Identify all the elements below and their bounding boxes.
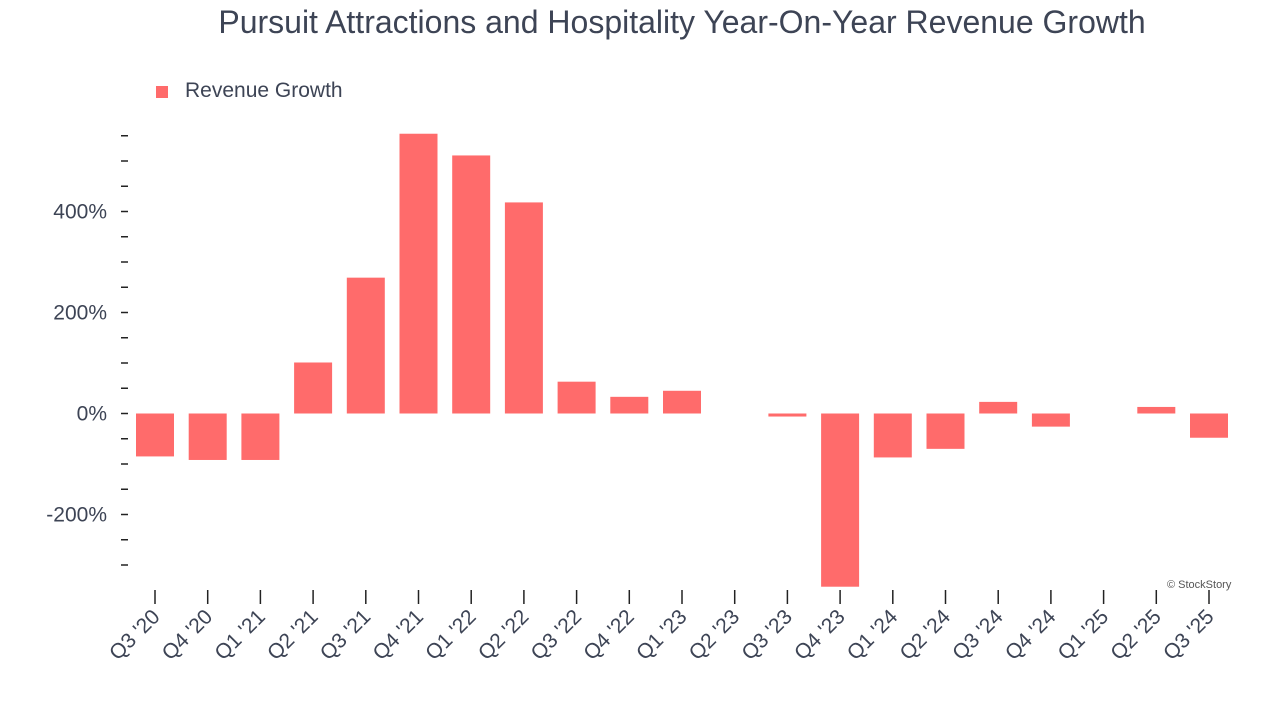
chart-title: Pursuit Attractions and Hospitality Year… [218, 4, 1146, 40]
bar [346, 277, 385, 414]
bar [979, 401, 1018, 414]
bar [1137, 406, 1176, 414]
watermark: © StockStory [1167, 579, 1232, 591]
x-tick-label: Q3 '20 [105, 605, 165, 665]
x-tick-label: Q3 '24 [948, 605, 1008, 665]
bar [557, 381, 596, 414]
y-tick-label: 0% [77, 403, 107, 426]
bar [768, 413, 807, 417]
x-tick-label: Q4 '22 [579, 605, 639, 665]
x-tick-label: Q3 '21 [316, 605, 376, 665]
bar [241, 413, 280, 460]
bar [1190, 413, 1228, 438]
y-tick-label: 400% [53, 201, 107, 224]
x-tick-label: Q3 '23 [737, 605, 797, 665]
x-tick-label: Q4 '23 [790, 605, 850, 665]
x-tick-label: Q2 '21 [263, 605, 323, 665]
x-tick-label: Q3 '22 [527, 605, 587, 665]
bar [610, 396, 649, 414]
x-tick-label: Q2 '24 [895, 605, 955, 665]
x-tick-label: Q4 '20 [158, 605, 218, 665]
x-tick-label: Q2 '25 [1106, 605, 1166, 665]
y-tick-label: 200% [53, 302, 107, 325]
bar [188, 413, 227, 460]
legend: Revenue Growth [156, 79, 343, 103]
x-tick-label: Q4 '21 [368, 605, 428, 665]
bar [663, 390, 701, 414]
x-tick-label: Q1 '23 [632, 605, 692, 665]
x-tick-label: Q2 '22 [474, 605, 534, 665]
x-tick-label: Q4 '24 [1001, 605, 1061, 665]
bar [294, 362, 333, 414]
bar [926, 413, 965, 449]
bar [821, 413, 860, 587]
bar [136, 413, 174, 457]
bar [504, 202, 543, 414]
bar [873, 413, 912, 458]
bar [399, 133, 438, 414]
bar [452, 155, 491, 414]
legend-swatch [156, 86, 168, 98]
x-tick-label: Q1 '22 [421, 605, 481, 665]
bar [1031, 413, 1070, 427]
x-tick-label: Q3 '25 [1159, 605, 1219, 665]
x-tick-label: Q1 '24 [843, 605, 903, 665]
x-tick-label: Q1 '21 [210, 605, 270, 665]
legend-label: Revenue Growth [185, 79, 343, 102]
y-tick-label: -200% [46, 504, 107, 527]
x-tick-label: Q2 '23 [685, 605, 745, 665]
x-tick-label: Q1 '25 [1054, 605, 1114, 665]
